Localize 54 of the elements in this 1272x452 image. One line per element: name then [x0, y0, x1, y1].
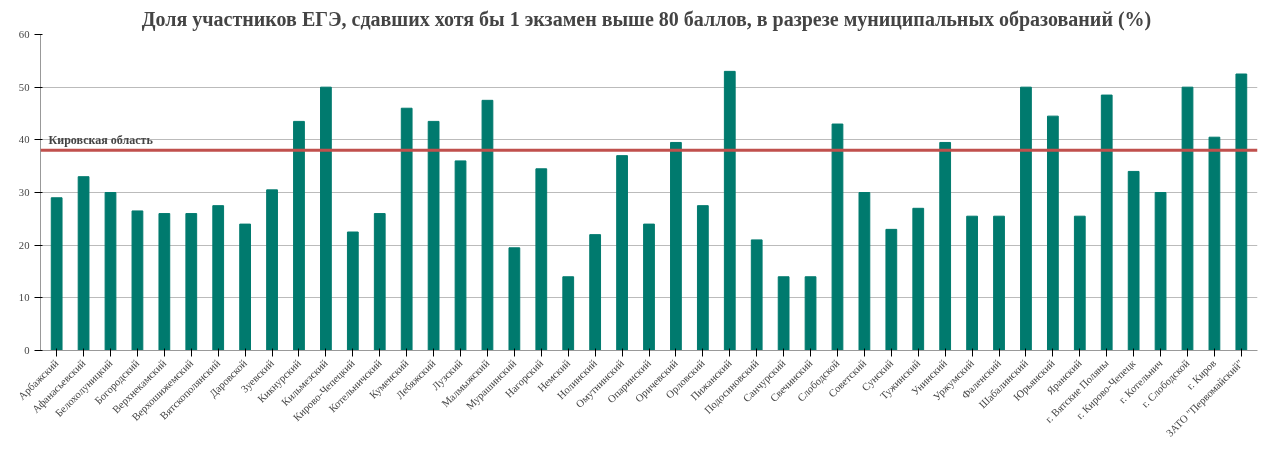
bar	[912, 207, 925, 351]
bar	[939, 141, 952, 351]
y-tick-label: 40	[18, 134, 30, 146]
bar	[589, 234, 602, 351]
bar	[346, 231, 359, 351]
bar	[1100, 94, 1113, 351]
bar	[508, 247, 521, 351]
ref-line-label: Кировская область	[48, 133, 154, 148]
chart-title: Доля участников ЕГЭ, сдавших хотя бы 1 экзамен выше 80 баллов, в разрезе муниципальных образований (%)	[141, 7, 1152, 31]
bar	[50, 197, 63, 351]
bar	[239, 223, 252, 351]
bar	[1181, 86, 1194, 351]
bar	[616, 155, 628, 351]
bar	[858, 192, 871, 351]
bar	[885, 228, 898, 351]
bar	[1046, 115, 1059, 351]
y-tick-label: 30	[18, 187, 30, 198]
bar	[104, 192, 117, 351]
bar	[1208, 136, 1221, 351]
bar	[966, 215, 978, 351]
bar	[373, 213, 386, 351]
bar	[131, 210, 144, 351]
bar	[481, 99, 494, 351]
bar	[427, 120, 440, 351]
bar	[1020, 86, 1032, 351]
bar	[831, 123, 844, 351]
bar	[320, 86, 332, 351]
y-tick-label: 0	[24, 345, 30, 356]
bar	[185, 213, 198, 351]
bar	[1127, 170, 1140, 351]
bar	[158, 213, 171, 351]
bar	[562, 276, 575, 351]
bar	[535, 168, 548, 351]
bar	[266, 189, 278, 351]
bar	[1154, 192, 1167, 351]
bar	[750, 239, 763, 351]
bar	[777, 276, 790, 351]
y-tick-label: 60	[18, 29, 30, 40]
bar	[643, 223, 655, 351]
y-tick-label: 20	[18, 239, 30, 251]
y-tick-label: 10	[18, 292, 30, 304]
bar	[293, 120, 305, 351]
bar	[696, 205, 709, 351]
bar	[400, 107, 413, 351]
bar	[77, 176, 90, 351]
bar	[723, 70, 736, 351]
bar	[670, 141, 682, 351]
y-tick-label: 50	[18, 81, 30, 93]
bar	[1235, 73, 1248, 351]
bar	[993, 215, 1005, 351]
bar	[454, 160, 467, 351]
bar	[212, 205, 225, 351]
bar	[1073, 215, 1086, 351]
bar	[804, 276, 817, 351]
